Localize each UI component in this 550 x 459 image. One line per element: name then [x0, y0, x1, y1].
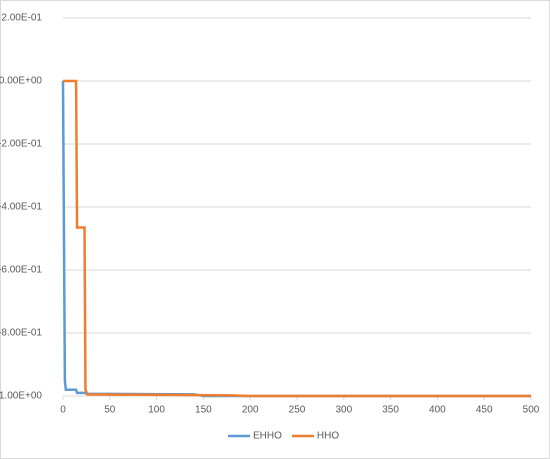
y-tick-label: 2.00E-01 [1, 13, 42, 24]
x-tick-label: 50 [104, 405, 116, 416]
x-tick-label: 450 [476, 405, 493, 416]
x-tick-label: 350 [382, 405, 399, 416]
x-tick-label: 300 [335, 405, 352, 416]
x-tick-label: 200 [242, 405, 259, 416]
y-tick-label: -2.00E-01 [0, 139, 42, 150]
y-tick-label: -4.00E-01 [0, 202, 42, 213]
y-tick-label: -8.00E-01 [0, 328, 42, 339]
legend-label: HHO [317, 431, 339, 442]
x-tick-label: 400 [429, 405, 446, 416]
x-tick-label: 250 [289, 405, 306, 416]
legend-label: EHHO [253, 431, 282, 442]
y-tick-label: -1.00E+00 [0, 391, 42, 402]
series-line [63, 79, 531, 398]
x-tick-label: 150 [195, 405, 212, 416]
x-tick-label: 500 [523, 405, 540, 416]
y-tick-label: 0.00E+00 [0, 76, 42, 87]
x-tick-label: 0 [60, 405, 66, 416]
x-tick-label: 100 [148, 405, 165, 416]
y-tick-label: -6.00E-01 [0, 265, 42, 276]
